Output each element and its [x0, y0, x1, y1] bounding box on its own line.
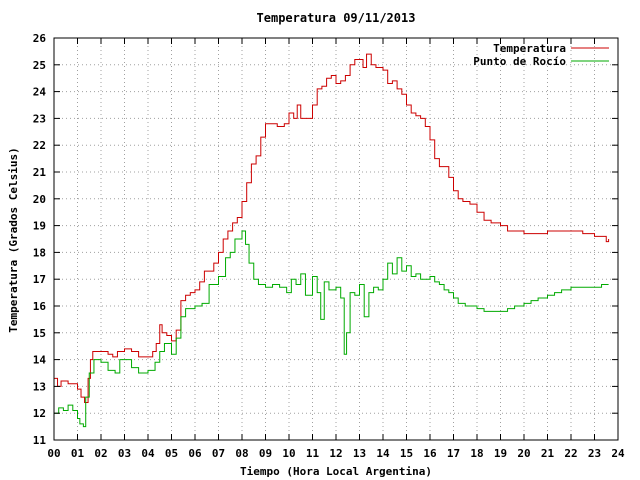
y-tick-label: 22: [33, 139, 46, 152]
x-axis-label: Tiempo (Hora Local Argentina): [240, 465, 432, 478]
y-tick-label: 19: [33, 220, 46, 233]
x-tick-label: 19: [494, 447, 507, 460]
y-tick-label: 11: [33, 434, 47, 447]
x-tick-label: 00: [47, 447, 60, 460]
legend: Temperatura Punto de Rocío: [473, 42, 609, 68]
x-tick-label: 10: [282, 447, 295, 460]
x-tick-label: 21: [541, 447, 555, 460]
y-tick-label: 24: [33, 86, 47, 99]
x-tick-label: 14: [376, 447, 390, 460]
y-tick-label: 18: [33, 246, 46, 259]
x-tick-label: 03: [118, 447, 131, 460]
tick-marks: [53, 37, 619, 441]
y-tick-label: 16: [33, 300, 47, 313]
y-tick-label: 21: [33, 166, 47, 179]
y-tick-label: 23: [33, 112, 46, 125]
y-tick-labels: 11 12 13 14 15 16 17 18 19 20 21 22 23 24 25 26: [33, 32, 47, 447]
x-tick-label: 15: [400, 447, 413, 460]
y-axis-label: Temperatura (Grados Celsius): [7, 147, 20, 332]
x-tick-label: 23: [588, 447, 601, 460]
y-tick-label: 20: [33, 193, 46, 206]
x-tick-label: 13: [353, 447, 366, 460]
x-tick-label: 08: [235, 447, 248, 460]
x-tick-label: 11: [306, 447, 320, 460]
x-tick-label: 04: [141, 447, 155, 460]
series-layer: [54, 53, 610, 428]
y-tick-label: 25: [33, 59, 46, 72]
x-tick-label: 12: [329, 447, 342, 460]
x-tick-label: 01: [71, 447, 85, 460]
y-tick-label: 14: [33, 354, 47, 367]
y-tick-label: 17: [33, 273, 46, 286]
y-tick-label: 15: [33, 327, 46, 340]
legend-label-temperatura: Temperatura: [493, 42, 566, 55]
x-tick-label: 18: [470, 447, 483, 460]
x-tick-label: 17: [447, 447, 460, 460]
chart-title: Temperatura 09/11/2013: [257, 11, 416, 25]
y-tick-label: 13: [33, 380, 46, 393]
x-tick-label: 07: [212, 447, 225, 460]
x-tick-label: 05: [165, 447, 178, 460]
x-tick-labels: 00 01 02 03 04 05 06 07 08 09 10 11 12 13 14 15 16 17 18 19…: [47, 447, 625, 460]
x-tick-label: 02: [94, 447, 107, 460]
x-tick-label: 09: [259, 447, 272, 460]
x-tick-label: 22: [564, 447, 577, 460]
x-tick-label: 16: [423, 447, 437, 460]
y-tick-label: 12: [33, 407, 46, 420]
x-tick-label: 20: [517, 447, 530, 460]
series-line-punto-de-rocio: [54, 230, 609, 428]
y-tick-label: 26: [33, 32, 47, 45]
x-tick-label: 24: [611, 447, 625, 460]
series-line-temperatura: [54, 53, 610, 403]
x-tick-label: 06: [188, 447, 202, 460]
legend-label-punto-de-rocio: Punto de Rocío: [473, 55, 566, 68]
